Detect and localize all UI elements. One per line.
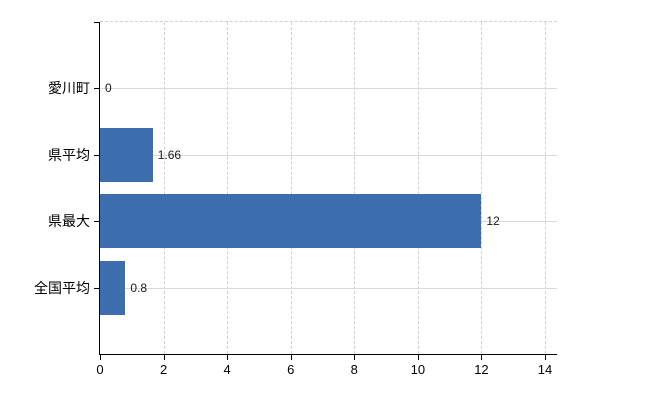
x-tick-label-4: 8 <box>350 362 358 377</box>
vertical-gridline <box>227 22 229 354</box>
y-axis-tick <box>94 287 99 289</box>
x-tick-label-5: 10 <box>410 362 426 377</box>
vertical-gridline <box>290 22 292 354</box>
x-tick-label-6: 12 <box>474 362 489 377</box>
x-axis-line <box>99 354 557 355</box>
category-label-2: 県最大 <box>48 213 90 230</box>
value-label-3: 0.8 <box>130 280 148 295</box>
y-axis-tick <box>94 22 99 23</box>
y-axis-line <box>99 22 100 355</box>
value-label-2: 12 <box>486 214 500 229</box>
bar-1 <box>100 127 153 182</box>
x-axis-tick <box>354 355 356 360</box>
vertical-gridline <box>354 22 356 354</box>
x-axis-tick <box>290 355 292 360</box>
x-tick-label-0: 0 <box>96 362 104 377</box>
horizontal-gridline <box>100 287 557 289</box>
y-axis-tick <box>94 88 99 90</box>
vertical-gridline <box>417 22 419 354</box>
horizontal-gridline <box>100 154 557 156</box>
bar-3 <box>100 260 126 315</box>
x-axis-tick <box>481 355 483 360</box>
horizontal-gridline <box>100 88 557 90</box>
vertical-gridline <box>545 22 546 354</box>
x-axis-tick <box>227 355 229 360</box>
category-label-0: 愛川町 <box>48 80 90 97</box>
x-axis-tick <box>100 355 101 360</box>
x-tick-label-3: 6 <box>287 362 295 377</box>
value-label-0: 0 <box>105 81 112 96</box>
y-axis-tick <box>94 154 99 156</box>
x-tick-label-2: 4 <box>223 362 231 377</box>
vertical-gridline <box>481 22 483 354</box>
x-axis-tick <box>163 355 165 360</box>
category-label-1: 県平均 <box>48 146 90 163</box>
y-axis-tick <box>94 221 99 223</box>
x-tick-label-7: 14 <box>537 362 553 377</box>
x-tick-label-1: 2 <box>159 362 168 377</box>
plot-top-border <box>100 21 557 22</box>
category-label-3: 全国平均 <box>34 279 90 296</box>
value-label-1: 1.66 <box>157 147 182 162</box>
vertical-gridline <box>163 22 165 354</box>
x-axis-tick <box>417 355 419 360</box>
x-axis-tick <box>545 355 546 360</box>
bar-2 <box>100 194 482 249</box>
